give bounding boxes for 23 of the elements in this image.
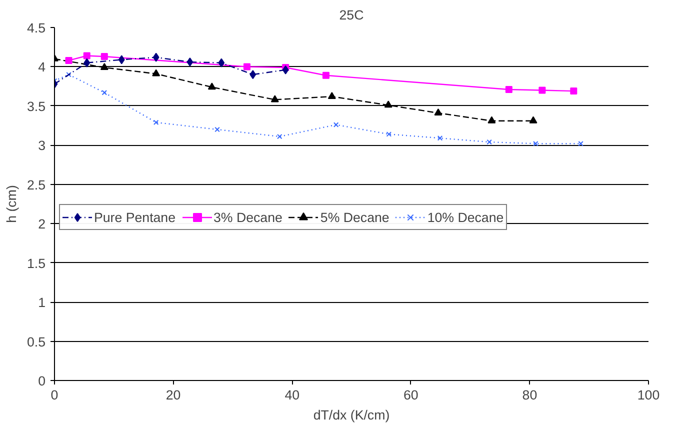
y-tick-label: 0.5 <box>26 334 46 350</box>
legend-label: 10% Decane <box>427 210 504 224</box>
chart-title: 25C <box>339 8 364 22</box>
x-tick-label: 40 <box>284 388 300 402</box>
x-tick-label: 20 <box>166 388 181 402</box>
legend-label: 5% Decane <box>320 210 390 224</box>
y-tick-label: 4 <box>38 60 46 75</box>
legend-label: 3% Decane <box>214 210 282 224</box>
y-tick-label: 3.5 <box>26 98 46 114</box>
x-tick-label: 60 <box>403 388 418 402</box>
y-tick-label: 1.5 <box>26 256 46 271</box>
legend-label: Pure Pentane <box>94 210 176 224</box>
y-tick-label: 4.5 <box>26 20 46 36</box>
x-tick-label: 100 <box>637 388 660 402</box>
x-tick-label: 0 <box>50 388 58 402</box>
x-tick-label: 80 <box>522 388 538 402</box>
y-tick-label: 0 <box>38 374 46 388</box>
y-tick-label: 2.5 <box>26 177 46 192</box>
y-tick-label: 2 <box>38 216 46 232</box>
x-axis-title: dT/dx (K/cm) <box>313 408 390 422</box>
y-tick-label: 1 <box>38 295 46 310</box>
y-axis-title: h (cm) <box>4 185 19 223</box>
y-tick-label: 3 <box>38 138 46 154</box>
